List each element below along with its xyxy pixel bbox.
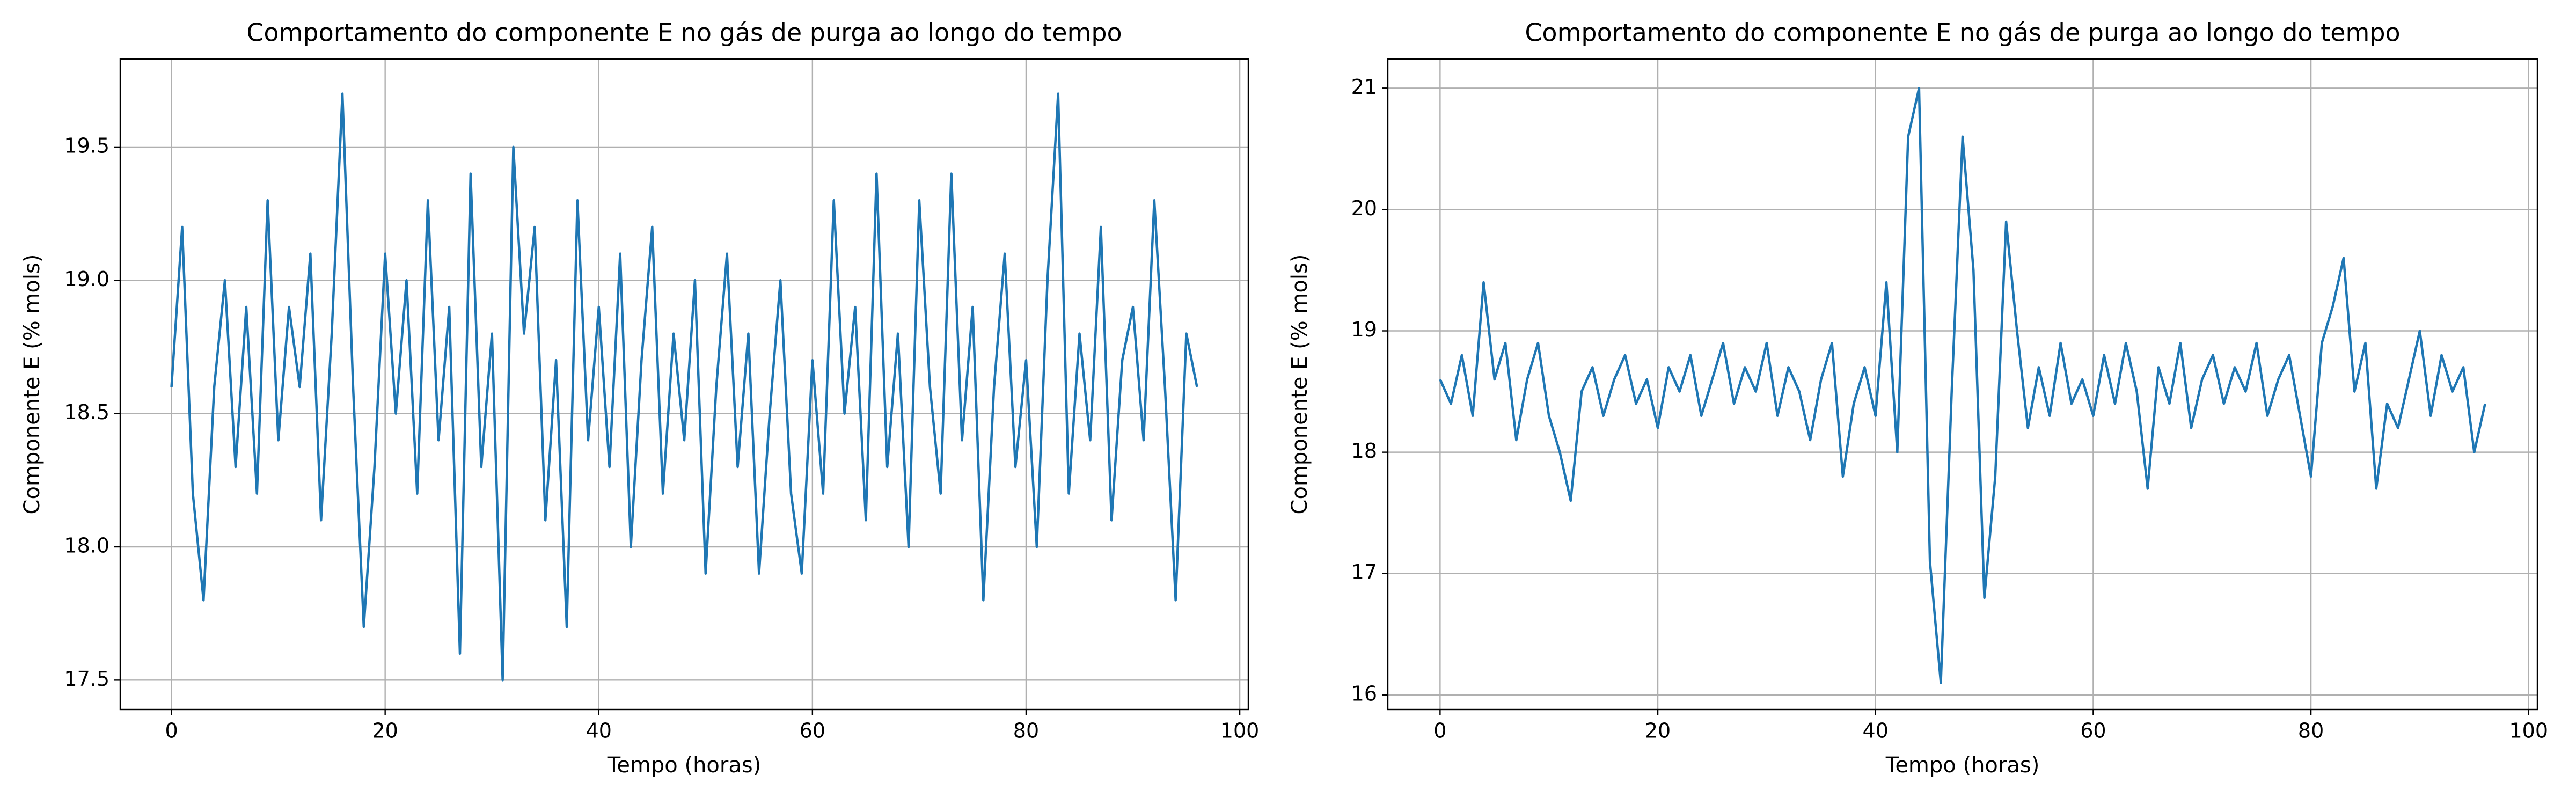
y-tick-label: 16 [1351,682,1377,705]
x-axis-label: Tempo (horas) [1885,753,2040,778]
y-tick-label: 19.0 [64,267,109,291]
plot-frame [119,58,1249,711]
x-tick-label: 80 [1013,719,1039,743]
x-tick-label: 60 [2080,719,2106,743]
y-tick-label: 20 [1351,196,1377,220]
data-line [170,92,1198,682]
plot-frame [1387,58,2538,711]
y-tick-label: 18 [1351,439,1377,463]
x-tick-label: 40 [586,719,612,743]
x-tick-label: 0 [1433,719,1446,743]
chart-panel: Comportamento do componente E no gás de … [20,18,1259,778]
x-tick-label: 40 [1863,719,1889,743]
chart-title: Comportamento do componente E no gás de … [1525,18,2400,47]
x-tick-label: 60 [800,719,825,743]
y-axis-label: Componente E (% mols) [1287,254,1312,515]
y-tick-label: 17 [1351,560,1377,584]
chart-panel: Comportamento do componente E no gás de … [1287,18,2548,778]
y-tick-label: 18.0 [64,534,109,558]
y-axis-label: Componente E (% mols) [20,254,45,515]
x-tick-label: 80 [2298,719,2324,743]
x-tick-label: 100 [1220,719,1260,743]
y-tick-label: 17.5 [64,667,109,691]
x-tick-label: 20 [1645,719,1671,743]
chart-title: Comportamento do componente E no gás de … [246,18,1122,47]
data-line [1439,87,2486,684]
x-tick-label: 0 [165,719,178,743]
y-tick-label: 19.5 [64,134,109,157]
x-tick-label: 100 [2509,719,2549,743]
x-tick-label: 20 [372,719,398,743]
x-axis-label: Tempo (horas) [607,753,762,778]
y-tick-label: 19 [1351,318,1377,341]
y-tick-label: 18.5 [64,400,109,424]
y-tick-label: 21 [1351,75,1377,99]
